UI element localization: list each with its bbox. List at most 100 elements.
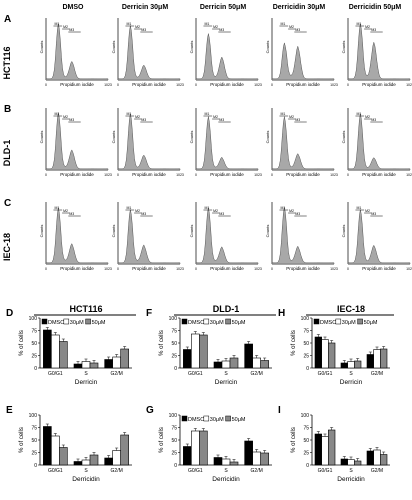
y-tick-label: 100	[29, 413, 38, 419]
histogram-xtick-min: 0	[347, 83, 349, 87]
histogram-xtick-max: 1023	[254, 83, 262, 87]
row-label-2: IEC-18	[2, 233, 12, 261]
histogram-xlabel: Propidium iodide	[60, 266, 94, 271]
bar-S-50μM	[354, 460, 362, 466]
histogram-ylabel: Counts	[341, 131, 346, 144]
y-axis-label: % of cells	[291, 330, 297, 356]
bar-G0/G1-50μM	[59, 341, 68, 369]
legend-swatch-30μM	[335, 318, 342, 325]
gate-label-M3: M3	[141, 118, 146, 122]
histogram-xtick-max: 1023	[176, 83, 184, 87]
y-tick-label: 25	[303, 451, 309, 457]
category-label: G2/M	[251, 468, 263, 474]
bar-S-DMSO	[213, 361, 223, 369]
y-tick-label: 75	[171, 426, 177, 432]
histogram-distribution	[195, 116, 259, 171]
row-labels: HCT116 A DLD-1 B IEC-18 C	[2, 14, 12, 261]
histogram-xtick-max: 1023	[104, 83, 112, 87]
bar-G2/M-50μM	[380, 348, 388, 369]
histogram-ylabel: Counts	[265, 225, 270, 238]
histogram-distribution	[45, 23, 109, 81]
histogram-distribution	[45, 112, 109, 171]
histogram-xlabel: Propidium iodide	[286, 172, 320, 177]
histogram-xlabel: Propidium iodide	[132, 172, 166, 177]
chart-title: IEC-18	[337, 304, 365, 314]
legend-label-50μM: 50μM	[232, 417, 246, 423]
x-axis-label: Derricin	[340, 379, 363, 386]
histogram-xtick-max: 1023	[406, 83, 412, 87]
gate-label-M2: M2	[289, 209, 294, 213]
histogram-ylabel: Counts	[111, 131, 116, 144]
legend-swatch-30μM	[203, 415, 210, 422]
category-label: S	[224, 468, 228, 474]
legend-label-30μM: 30μM	[70, 320, 84, 326]
y-tick-label: 100	[301, 413, 310, 419]
bar-chart-I: I 0 25 50 75 100 % of cells G0/G1 S G2/M Derricidi…	[278, 405, 390, 483]
y-tick-label: 25	[31, 451, 37, 457]
category-label: S	[224, 371, 228, 377]
bar-chart-panels: D HCT116 0 25 50 75 100 % of cells G0/G1 S G2/M Der…	[6, 304, 394, 483]
histogram-distribution	[117, 25, 181, 81]
gate-label-M2: M2	[63, 25, 68, 29]
gate-label-M3: M3	[219, 28, 224, 32]
bar-chart-F: F DLD-1 0 25 50 75 100 % of cells G0/G1 S G2/M Derr…	[146, 304, 276, 386]
histogram-xtick-min: 0	[271, 267, 273, 271]
bar-G2/M-DMSO	[104, 457, 113, 466]
category-label: S	[84, 468, 88, 474]
bar-G0/G1-30μM	[191, 430, 200, 466]
histogram-xtick-max: 1023	[406, 267, 412, 271]
panel-letter-C: C	[4, 198, 11, 209]
bar-G2/M-50μM	[120, 348, 129, 369]
category-label: G0/G1	[48, 468, 63, 474]
histogram-ylabel: Counts	[39, 41, 44, 54]
column-header-4: Derricidin 50μM	[349, 4, 402, 11]
y-tick-label: 0	[306, 366, 309, 372]
bar-G0/G1-DMSO	[314, 336, 322, 369]
histogram-ylabel: Counts	[39, 131, 44, 144]
bar-G2/M-50μM	[260, 452, 269, 466]
y-tick-label: 50	[31, 438, 37, 444]
gate-label-M2: M2	[213, 209, 218, 213]
y-tick-label: 0	[174, 463, 177, 469]
category-label: G2/M	[251, 371, 263, 377]
histogram-xlabel: Propidium iodide	[362, 266, 396, 271]
bar-S-30μM	[221, 360, 231, 369]
histogram-xlabel: Propidium iodide	[60, 82, 94, 87]
legend-label-30μM: 30μM	[210, 320, 224, 326]
gate-label-M2: M2	[63, 209, 68, 213]
histogram-xtick-max: 1023	[176, 267, 184, 271]
histogram-xtick-min: 0	[195, 83, 197, 87]
bar-G0/G1-30μM	[51, 334, 60, 369]
bar-S-DMSO	[340, 458, 348, 466]
gate-label-M1: M1	[54, 22, 59, 26]
chart-title: HCT116	[69, 304, 102, 314]
gate-label-M1: M1	[356, 206, 361, 210]
bar-G0/G1-50μM	[199, 430, 208, 466]
histogram-xtick-min: 0	[117, 83, 119, 87]
gate-label-M3: M3	[219, 118, 224, 122]
column-header-0: DMSO	[63, 4, 85, 11]
histogram-distribution	[45, 207, 109, 265]
legend-label-50μM: 50μM	[364, 320, 378, 326]
bar-G0/G1-50μM	[199, 334, 208, 369]
column-header-2: Derricin 50μM	[200, 4, 246, 11]
bar-G2/M-50μM	[120, 434, 129, 466]
histogram-ylabel: Counts	[341, 225, 346, 238]
histogram-distribution	[271, 207, 335, 265]
y-tick-label: 75	[31, 426, 37, 432]
histogram-xtick-min: 0	[195, 267, 197, 271]
category-label: G2/M	[111, 468, 123, 474]
legend-swatch-50μM	[357, 318, 363, 325]
histogram-ylabel: Counts	[265, 41, 270, 54]
y-tick-label: 100	[169, 413, 178, 419]
histogram-distribution	[195, 33, 259, 81]
histogram-xlabel: Propidium iodide	[132, 82, 166, 87]
gate-label-M1: M1	[204, 22, 209, 26]
y-tick-label: 25	[171, 451, 177, 457]
